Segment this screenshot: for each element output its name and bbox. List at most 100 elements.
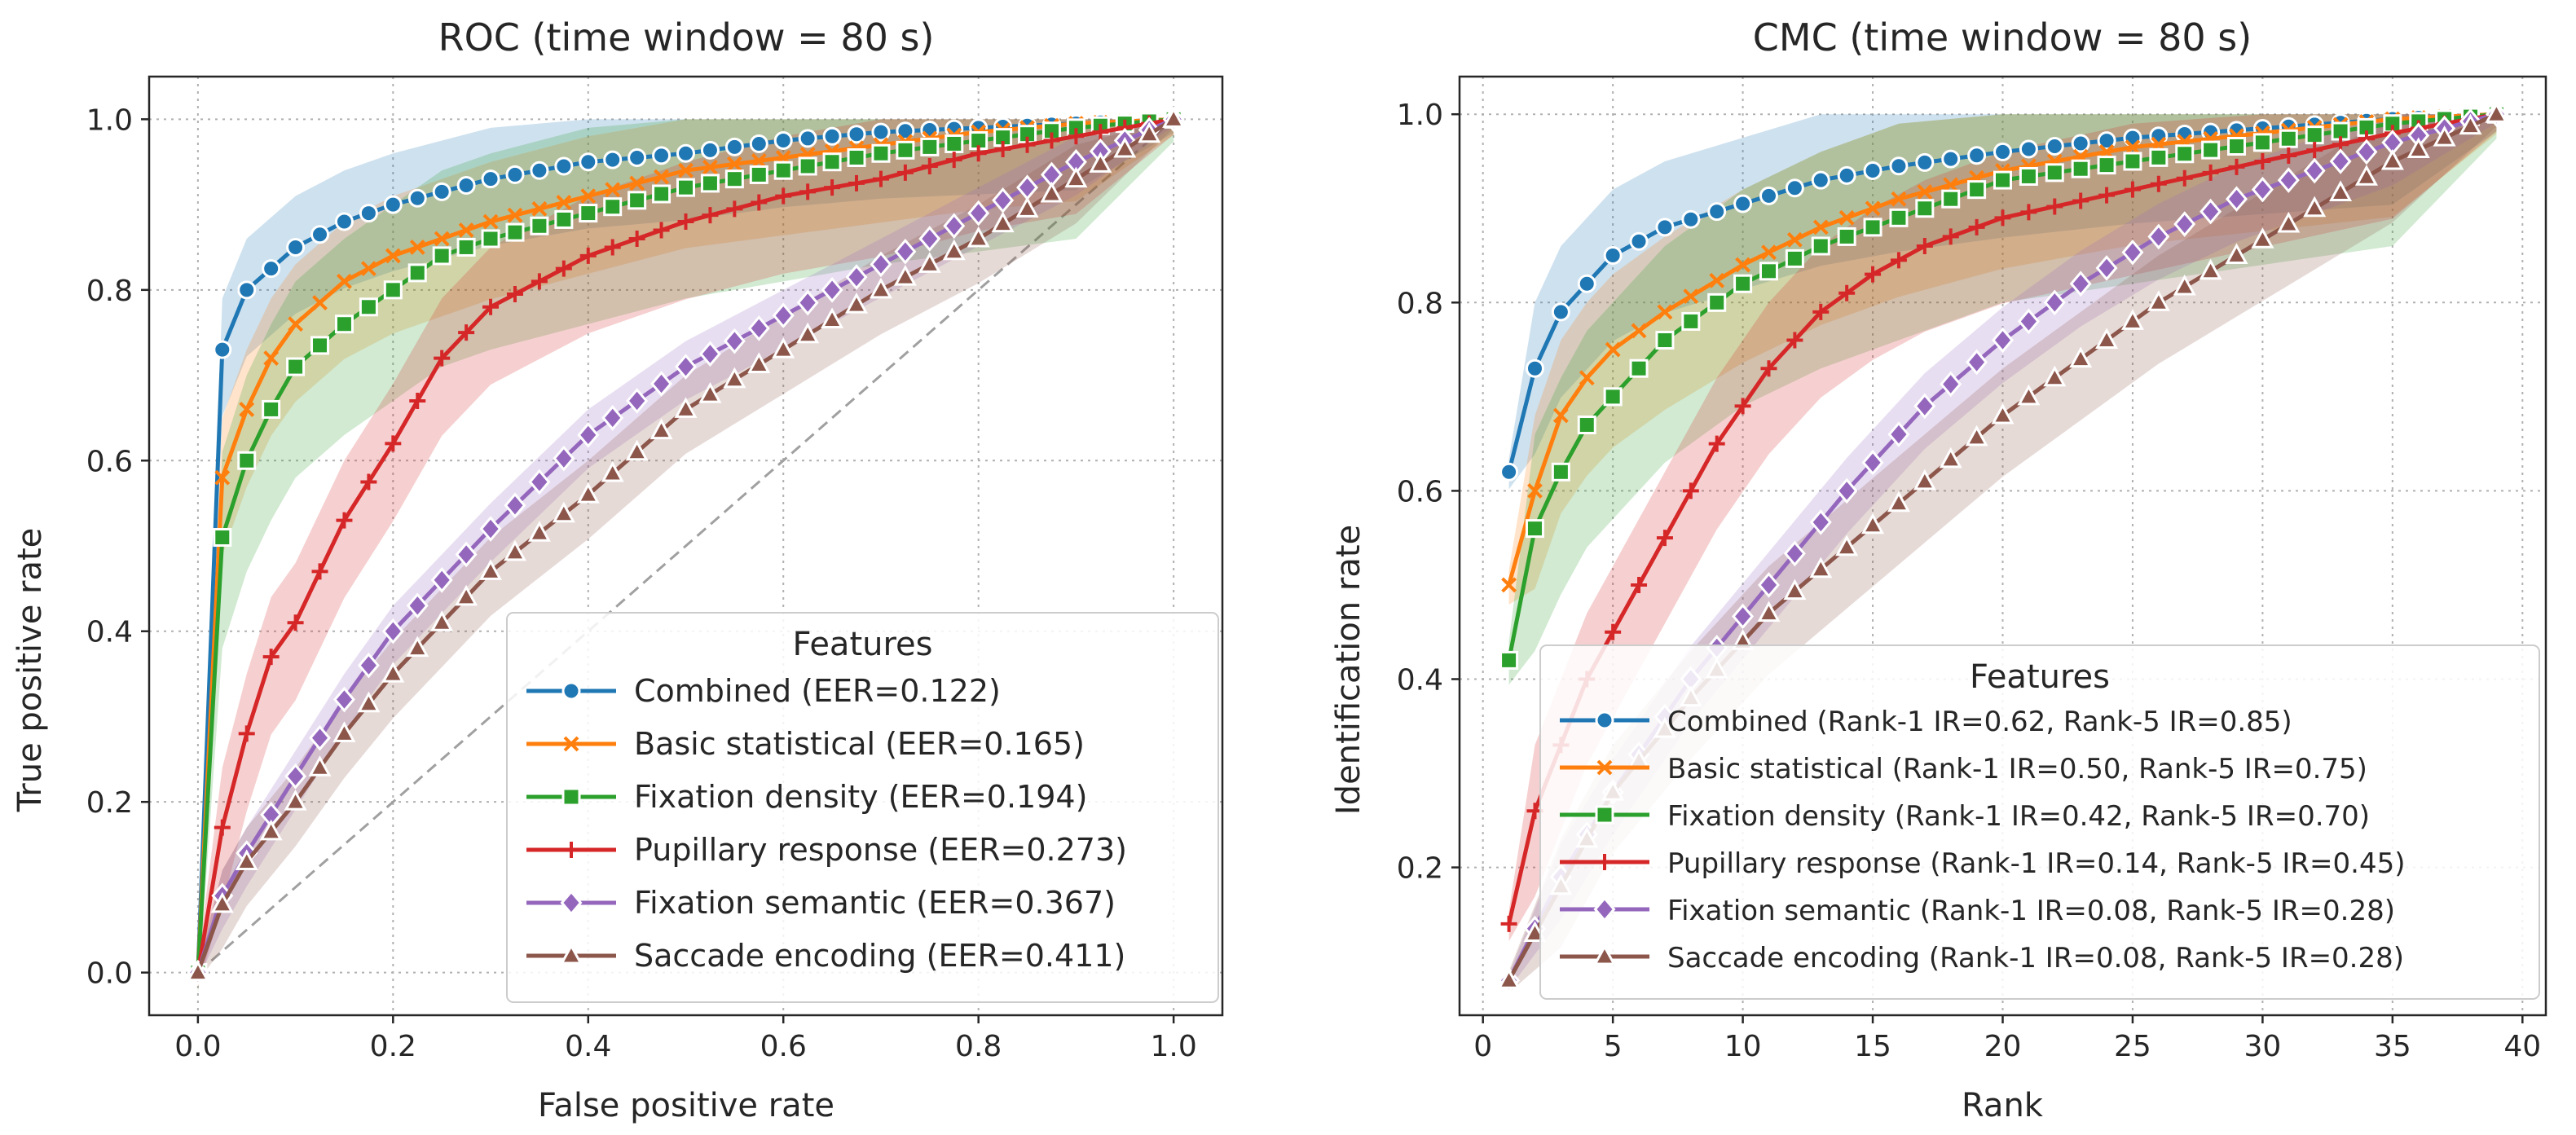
cmc-marker-0 — [2045, 137, 2064, 156]
cmc-marker-1 — [1865, 200, 1881, 217]
roc-marker-3 — [872, 170, 889, 187]
roc-marker-5 — [967, 226, 990, 248]
roc-marker-2 — [603, 197, 623, 217]
cmc-marker-4 — [2355, 139, 2378, 165]
roc-marker-2 — [700, 174, 720, 193]
roc-marker-1 — [531, 200, 548, 217]
roc-ytick-label: 0.0 — [86, 957, 133, 991]
roc-marker-4 — [309, 724, 331, 751]
cmc-marker-3 — [2202, 164, 2219, 181]
roc-band-5 — [197, 119, 1174, 982]
roc-marker-1 — [360, 261, 376, 277]
cmc-marker-2 — [1889, 208, 1909, 227]
roc-marker-4 — [796, 289, 819, 316]
roc-marker-0 — [700, 140, 720, 160]
roc-marker-3 — [677, 213, 694, 231]
cmc-marker-5 — [1913, 469, 1936, 491]
roc-marker-3 — [945, 152, 962, 169]
roc-marker-3 — [238, 725, 255, 742]
cmc-marker-1 — [1501, 577, 1517, 593]
cmc-marker-4 — [2200, 198, 2222, 225]
roc-marker-0 — [676, 143, 695, 163]
roc-legend-marker-0 — [561, 681, 581, 701]
roc-marker-3 — [1019, 136, 1036, 153]
roc-marker-1 — [263, 350, 280, 367]
cmc-marker-5 — [2095, 328, 2119, 350]
roc-marker-2 — [213, 528, 232, 548]
roc-marker-4 — [918, 226, 941, 252]
roc-chance-diagonal — [196, 118, 1175, 974]
cmc-marker-2 — [1733, 274, 1753, 293]
roc-marker-0 — [237, 280, 257, 300]
roc-marker-2 — [237, 451, 257, 470]
roc-marker-4 — [430, 567, 453, 593]
cmc-marker-3 — [1916, 237, 1933, 254]
roc-marker-5 — [625, 439, 649, 461]
cmc-marker-0 — [1525, 359, 1544, 378]
roc-marker-3 — [848, 174, 865, 191]
cmc-marker-2 — [1577, 416, 1596, 435]
roc-marker-0 — [652, 146, 672, 165]
roc-marker-5 — [869, 277, 892, 299]
cmc-marker-1 — [1709, 272, 1725, 288]
roc-marker-5 — [723, 367, 746, 389]
roc-marker-4 — [821, 277, 843, 303]
roc-marker-3 — [628, 230, 645, 247]
cmc-marker-3 — [1682, 482, 1699, 499]
cmc-marker-0 — [1681, 209, 1701, 229]
roc-marker-4 — [698, 341, 721, 367]
cmc-legend-marker-5 — [1592, 944, 1617, 966]
roc-marker-3 — [311, 563, 328, 580]
roc-marker-0 — [871, 122, 891, 142]
cmc-marker-2 — [1499, 650, 1519, 670]
cmc-marker-4 — [1783, 540, 1806, 567]
cmc-xtick-label: 0 — [1473, 1030, 1492, 1063]
cmc-marker-2 — [2149, 147, 2169, 167]
roc-legend: Features Combined (EER=0.122) Basic statis… — [506, 612, 1219, 1003]
roc-marker-5 — [332, 721, 356, 742]
cmc-marker-5 — [1835, 535, 1859, 557]
cmc-marker-4 — [2329, 148, 2352, 174]
cmc-marker-3 — [2228, 158, 2245, 175]
cmc-xtick-label: 5 — [1604, 1030, 1623, 1063]
roc-band-2 — [197, 119, 1174, 995]
cmc-marker-2 — [1811, 236, 1830, 256]
roc-marker-4 — [772, 302, 795, 329]
roc-marker-3 — [555, 260, 572, 277]
roc-marker-4 — [601, 405, 624, 431]
roc-legend-label-3: Pupillary response (EER=0.273) — [634, 832, 1127, 868]
roc-legend-marker-1 — [563, 736, 579, 752]
roc-marker-5 — [698, 381, 722, 403]
roc-legend-marker-5 — [559, 943, 583, 965]
roc-ytick-label: 0.4 — [86, 616, 133, 649]
roc-marker-0 — [822, 126, 842, 146]
cmc-marker-1 — [1527, 482, 1543, 499]
roc-marker-3 — [434, 350, 451, 367]
cmc-marker-4 — [2017, 308, 2040, 335]
roc-marker-4 — [723, 328, 746, 354]
roc-xtick-label: 0.4 — [565, 1030, 611, 1063]
cmc-ytick-label: 0.2 — [1397, 852, 1443, 886]
cmc-marker-2 — [1967, 180, 1987, 200]
roc-ytick-label: 1.0 — [86, 103, 133, 137]
roc-marker-3 — [1092, 124, 1109, 141]
cmc-marker-2 — [1629, 359, 1649, 378]
cmc-marker-0 — [1889, 156, 1909, 176]
cmc-marker-4 — [2121, 239, 2144, 266]
cmc-marker-1 — [1943, 177, 1959, 193]
cmc-marker-1 — [1683, 288, 1699, 305]
cmc-marker-3 — [2046, 198, 2063, 215]
roc-marker-0 — [213, 340, 232, 359]
roc-marker-5 — [942, 239, 966, 261]
roc-marker-1 — [605, 182, 621, 198]
cmc-marker-4 — [2069, 271, 2092, 297]
cmc-marker-3 — [2254, 152, 2271, 169]
roc-marker-5 — [503, 539, 527, 561]
roc-marker-1 — [507, 207, 523, 223]
roc-marker-0 — [262, 259, 281, 279]
cmc-marker-2 — [1551, 462, 1570, 482]
roc-marker-1 — [312, 295, 328, 310]
roc-marker-3 — [531, 273, 548, 290]
cmc-marker-2 — [2279, 129, 2298, 148]
cmc-ytick-label: 0.8 — [1397, 287, 1443, 320]
